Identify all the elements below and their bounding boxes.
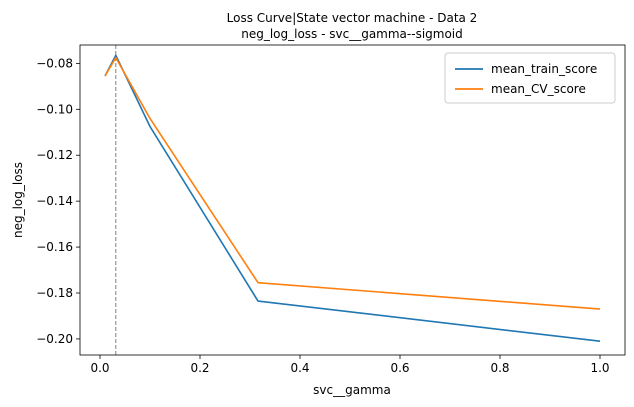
y-tick-label: −0.18 [36, 286, 73, 300]
legend-label-mean-train-score: mean_train_score [491, 62, 597, 76]
x-tick-label: 0.4 [290, 361, 309, 375]
x-tick-label: 0.8 [490, 361, 509, 375]
y-tick-label: −0.14 [36, 194, 73, 208]
x-axis-label: svc__gamma [313, 383, 391, 397]
x-tick-label: 0.0 [90, 361, 109, 375]
x-tick-label: 1.0 [590, 361, 609, 375]
x-tick-label: 0.2 [190, 361, 209, 375]
plot-area: 0.0 0.2 0.4 0.6 0.8 1.0 −0.08 −0.10 −0.12 −0.14 −0… [36, 44, 626, 375]
series-line-mean-CV-score [104, 56, 601, 310]
y-tick-label: −0.20 [36, 332, 73, 346]
y-tick-label: −0.12 [36, 148, 73, 162]
y-tick-label: −0.16 [36, 240, 73, 254]
plot-frame [79, 44, 626, 356]
legend-box [444, 52, 616, 104]
legend-label-mean-CV-score: mean_CV_score [491, 82, 586, 96]
chart-title: Loss Curve|State vector machine - Data 2 [227, 11, 478, 25]
legend: mean_train_score mean_CV_score [444, 52, 616, 104]
y-tick-label: −0.08 [36, 56, 73, 70]
y-tick-label: −0.10 [36, 102, 73, 116]
x-tick-label: 0.6 [390, 361, 409, 375]
chart-subtitle: neg_log_loss - svc__gamma--sigmoid [241, 27, 463, 41]
y-axis-label: neg_log_loss [11, 162, 25, 238]
